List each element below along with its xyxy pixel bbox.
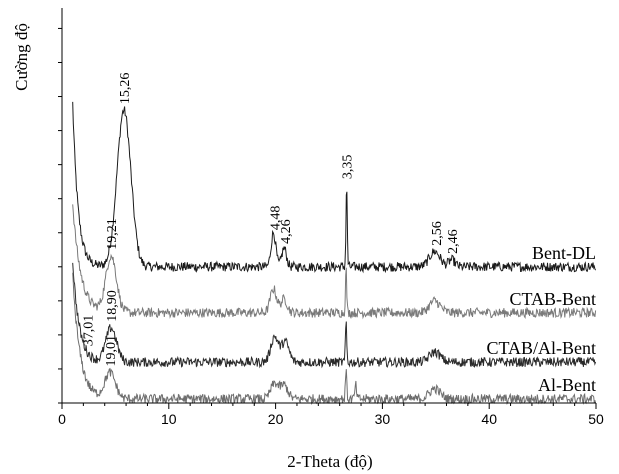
- series-layer: [72, 101, 597, 406]
- peak-label-bent-dl-1: 4,48: [269, 206, 284, 231]
- series-label-al-bent: Al-Bent: [538, 375, 596, 395]
- x-tick-label: 40: [481, 411, 497, 427]
- x-tick-label: 0: [58, 411, 66, 427]
- series-line-ctab-al-bent: [72, 262, 597, 369]
- y-axis-title: Cường độ: [12, 23, 31, 91]
- peak-label-al-bent-0: 19,01: [104, 335, 119, 367]
- series-label-ctab-al-bent: CTAB/Al-Bent: [486, 338, 596, 358]
- peak-label-bent-dl-2: 4,26: [279, 219, 294, 244]
- peak-label-ctab-bent-0: 19,21: [105, 218, 120, 250]
- peak-label-bent-dl-3: 3,35: [341, 155, 356, 180]
- labels-layer: Bent-DL 15,26 4,484,26 3,35 2,56 2,46 CTAB-Ben…: [82, 73, 596, 395]
- peak-label-ctab-al-bent-0: 37,01: [82, 315, 97, 347]
- x-tick-label: 10: [161, 411, 177, 427]
- series-label-bent-dl: Bent-DL: [532, 243, 596, 263]
- series-line-ctab-bent: [72, 204, 597, 320]
- series-label-ctab-bent: CTAB-Bent: [509, 289, 596, 309]
- peak-label-bent-dl-0: 15,26: [118, 73, 133, 105]
- peak-label-ctab-al-bent-1: 18,90: [105, 290, 120, 322]
- x-axis-title: 2-Theta (độ): [287, 452, 372, 471]
- series-line-bent-dl: [72, 101, 597, 274]
- peak-label-bent-dl-5: 2,46: [446, 229, 461, 254]
- x-tick-label: 50: [588, 411, 604, 427]
- x-tick-label: 20: [268, 411, 284, 427]
- peak-label-bent-dl-4: 2,56: [430, 221, 445, 246]
- axes-layer: 0 10 20 30 40 50: [58, 8, 604, 427]
- series-line-al-bent: [72, 272, 597, 406]
- x-tick-label: 30: [375, 411, 391, 427]
